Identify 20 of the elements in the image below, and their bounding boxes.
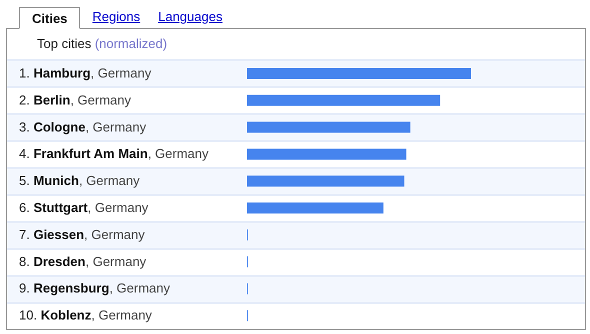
y-tick-label: 7. Giessen, Germany [19, 226, 146, 242]
y-tick-label: 8. Dresden, Germany [19, 254, 147, 269]
y-tick-label: 1. Hamburg, Germany [19, 65, 152, 80]
text: Cities [19, 7, 80, 29]
y-tick-label: 2. Berlin, Germany [19, 92, 132, 108]
bar [247, 176, 404, 187]
y-tick-label: 5. Munich, Germany [19, 173, 140, 188]
bar [247, 148, 406, 160]
bar [247, 122, 410, 133]
bar [247, 202, 384, 214]
text: Regions [91, 9, 142, 26]
y-tick-label: 3. Cologne, Germany [19, 119, 147, 134]
bar [247, 68, 471, 79]
y-tick-label: 6. Stuttgart, Germany [19, 200, 149, 215]
text: Languages [157, 9, 224, 26]
y-tick-label: 4. Frankfurt Am Main, Germany [19, 146, 210, 162]
text: Top cities (normalized) [36, 35, 168, 53]
y-tick-label: 9. Regensburg, Germany [19, 280, 170, 296]
bar [247, 94, 440, 106]
y-tick-label: 10. Koblenz, Germany [19, 308, 152, 323]
